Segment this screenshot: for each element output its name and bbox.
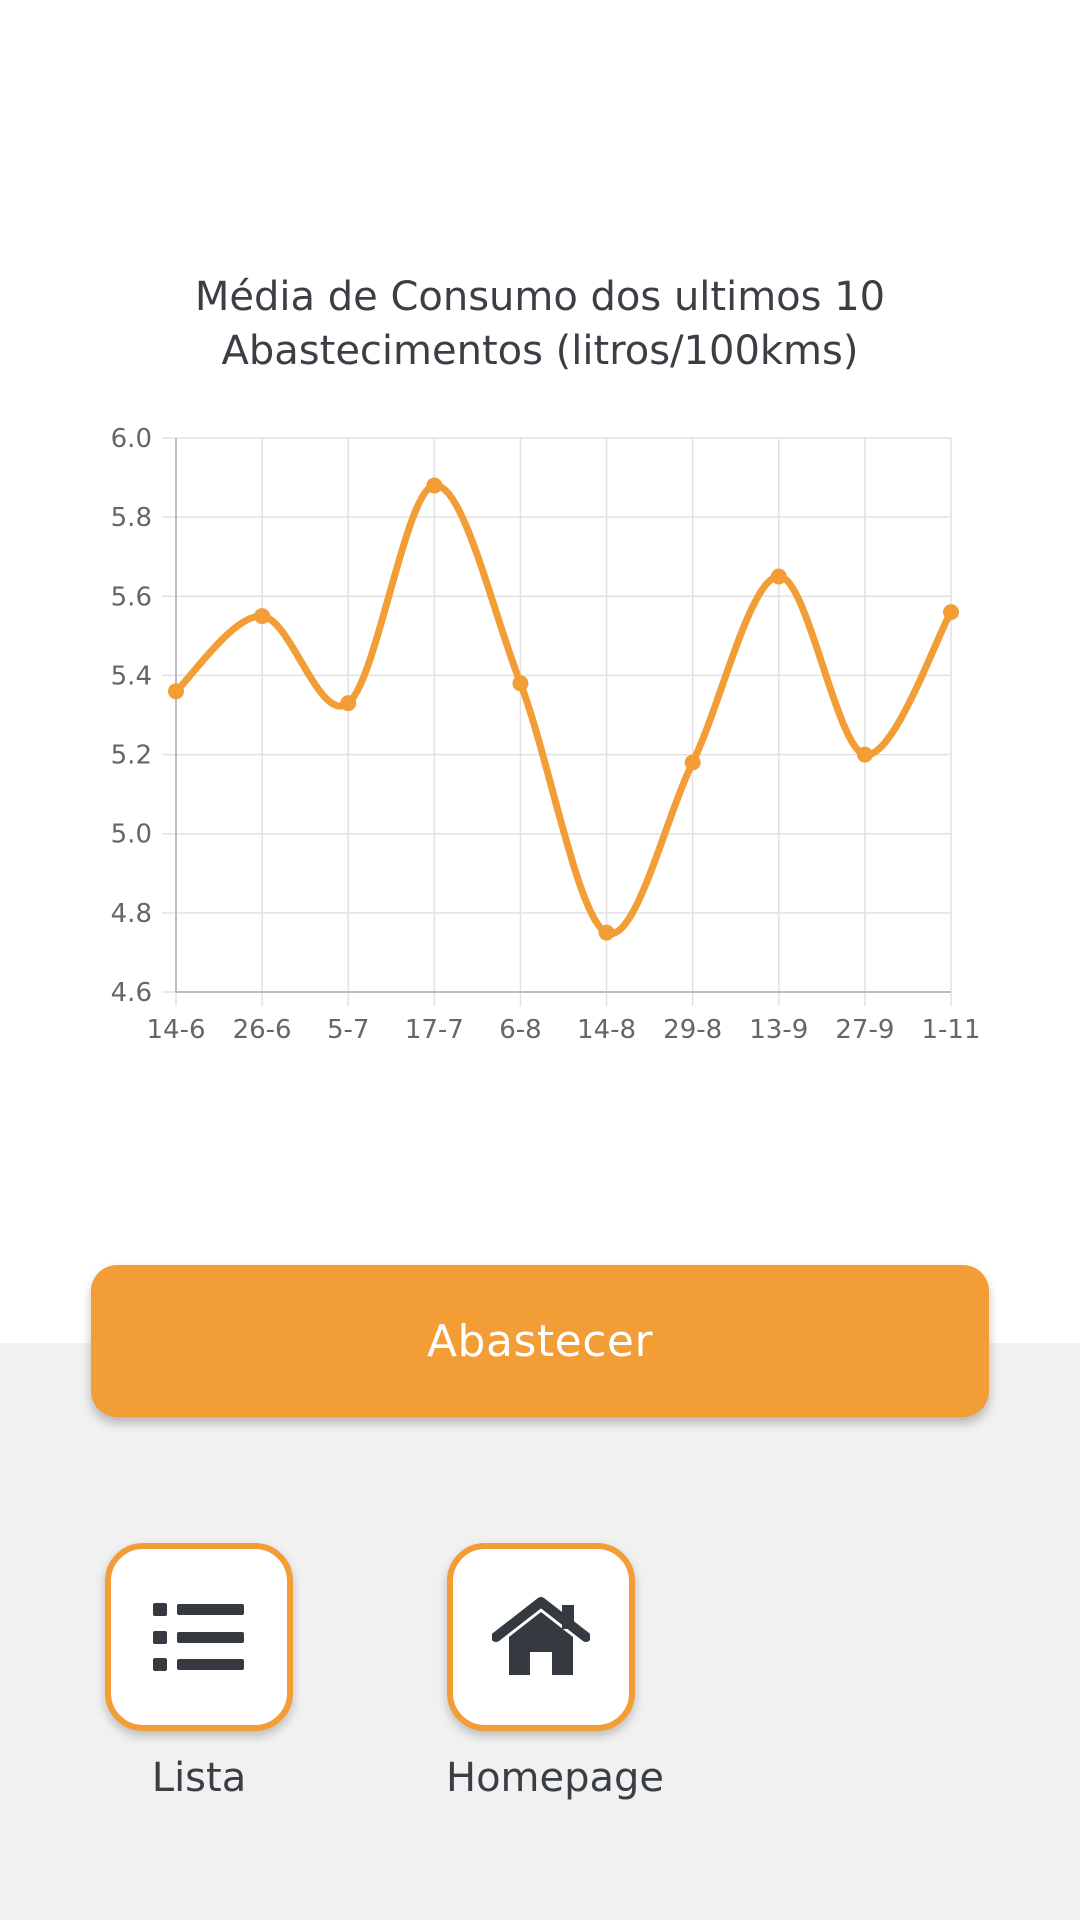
data-point [943, 604, 959, 621]
y-tick-label: 5.6 [111, 582, 152, 612]
data-point [684, 754, 701, 771]
data-point [426, 477, 443, 494]
chart-title: Média de Consumo dos ultimos 10 Abasteci… [90, 270, 990, 378]
nav-item-homepage[interactable]: Homepage [446, 1543, 665, 1801]
x-tick-label: 14-6 [146, 1015, 205, 1045]
y-tick-label: 4.8 [111, 899, 152, 929]
data-point [168, 683, 184, 700]
chart-title-line-2: Abastecimentos (litros/100kms) [221, 328, 859, 374]
y-tick-label: 5.2 [111, 741, 152, 771]
consumption-chart: 6.0 5.8 5.6 5.4 5.2 5.0 4.8 4.6 14-6 26-6 5-7 17-7 6… [111, 424, 981, 1045]
data-point [254, 608, 271, 625]
x-tick-label: 13-9 [749, 1015, 808, 1045]
y-tick-label: 5.8 [111, 503, 152, 533]
data-point [340, 695, 357, 712]
x-tick-label: 27-9 [835, 1015, 894, 1045]
list-icon [153, 1603, 244, 1671]
y-tick-label: 5.0 [111, 820, 152, 850]
abastecer-button[interactable]: Abastecer [91, 1265, 989, 1417]
data-point [598, 924, 615, 941]
y-tick-label: 4.6 [111, 978, 152, 1008]
homepage-label: Homepage [446, 1755, 665, 1801]
y-tick-label: 5.4 [111, 661, 152, 691]
lista-label: Lista [151, 1755, 247, 1801]
x-tick-label: 5-7 [327, 1015, 369, 1045]
data-point [512, 675, 529, 692]
data-point [770, 568, 787, 585]
home-icon [492, 1597, 590, 1675]
x-tick-label: 14-8 [577, 1015, 636, 1045]
chart-title-line-1: Média de Consumo dos ultimos 10 [194, 274, 886, 320]
x-tick-label: 26-6 [233, 1015, 292, 1045]
data-point [856, 746, 873, 763]
series-line [172, 481, 955, 937]
homepage-button[interactable] [447, 1543, 635, 1731]
x-tick-label: 1-11 [921, 1015, 980, 1045]
nav-item-lista[interactable]: Lista [104, 1543, 294, 1801]
y-tick-label: 6.0 [111, 424, 152, 454]
x-tick-label: 6-8 [499, 1015, 541, 1045]
lista-button[interactable] [105, 1543, 293, 1731]
x-tick-label: 29-8 [663, 1015, 722, 1045]
x-tick-label: 17-7 [405, 1015, 464, 1045]
